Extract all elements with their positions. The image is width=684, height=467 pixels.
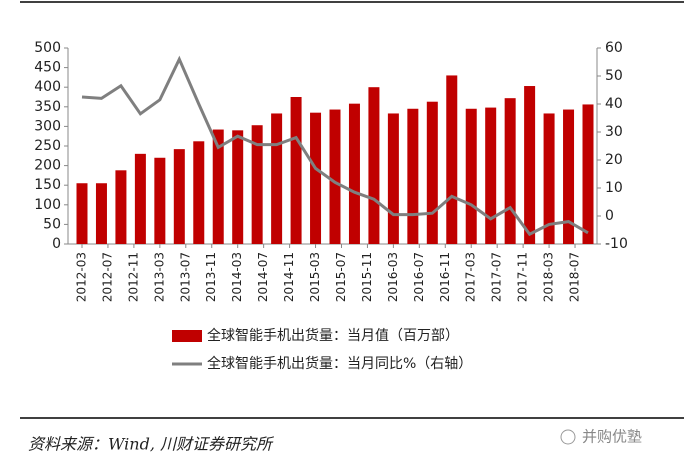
x-tick-label: 2016-03 (386, 252, 400, 302)
x-tick-label: 2017-03 (464, 252, 478, 302)
x-tick-label: 2012-07 (100, 252, 114, 302)
bar (115, 170, 127, 244)
bar (348, 103, 360, 244)
y-tick-label: 300 (34, 118, 61, 134)
x-tick-label: 2012-11 (126, 252, 140, 302)
source: 资料来源：Wind, 川财证券研究所 (28, 435, 275, 454)
x-tick-label: 2014-11 (282, 252, 296, 302)
bar (154, 157, 166, 244)
y-tick-label: 400 (34, 79, 61, 95)
x-tick-label: 2017-11 (516, 252, 530, 302)
bar (193, 141, 205, 244)
legend-swatch (172, 330, 202, 342)
y-tick-label: 450 (34, 60, 61, 76)
x-tick-label: 2015-07 (334, 252, 348, 302)
bar (543, 113, 555, 245)
bar (290, 97, 302, 244)
y2-tick-label: 20 (605, 152, 623, 168)
bar (563, 109, 575, 244)
legend-label: 全球智能手机出货量：当月同比%（右轴） (207, 355, 472, 372)
x-tick-label: 2013-07 (178, 252, 192, 302)
y2-tick-label: 0 (605, 208, 614, 224)
bar (310, 112, 322, 245)
x-tick-label: 2013-03 (152, 252, 166, 302)
x-tick-label: 2014-07 (256, 252, 270, 302)
x-tick-label: 2012-03 (75, 252, 89, 302)
x-tick-label: 2016-07 (412, 252, 426, 302)
y-tick-label: 150 (34, 177, 61, 193)
legend-label: 全球智能手机出货量：当月值（百万部） (207, 327, 459, 344)
bar (407, 108, 419, 244)
bar (271, 113, 283, 245)
bar (465, 108, 477, 244)
bar (232, 130, 244, 244)
x-tick-label: 2018-07 (568, 252, 582, 302)
y-tick-label: 50 (43, 216, 61, 232)
bar (212, 129, 224, 244)
y-tick-label: 200 (34, 158, 61, 174)
bar (582, 104, 594, 244)
y-tick-label: 0 (52, 236, 61, 252)
x-tick-label: 2016-11 (438, 252, 452, 302)
x-tick-label: 2015-03 (308, 252, 322, 302)
bar (485, 107, 497, 244)
y2-tick-label: 40 (605, 96, 623, 112)
y-tick-label: 100 (34, 197, 61, 213)
bar (95, 183, 107, 244)
bar (251, 125, 263, 244)
line (81, 55, 589, 237)
bar (524, 86, 536, 244)
y-tick-label: 500 (34, 40, 61, 56)
bar (173, 149, 185, 244)
x-tick-label: 2017-07 (490, 252, 504, 302)
bar (76, 183, 88, 244)
y2-tick-label: 60 (605, 40, 623, 56)
bar (426, 101, 438, 244)
x-tick-label: 2013-11 (204, 252, 218, 302)
bar (504, 98, 516, 245)
bar (329, 109, 341, 244)
y2-tick-label: 10 (605, 180, 623, 196)
bar (134, 153, 146, 244)
bar (446, 75, 458, 244)
y2-tick-label: 50 (605, 68, 623, 84)
watermark: 并购优塾 (582, 428, 642, 446)
bar (387, 113, 399, 245)
x-tick-label: 2018-03 (542, 252, 556, 302)
y-tick-label: 250 (34, 138, 61, 154)
y2-tick-label: -10 (605, 236, 628, 252)
x-tick-label: 2015-11 (360, 252, 374, 302)
bar (368, 87, 380, 244)
x-tick-label: 2014-03 (230, 252, 244, 302)
y-tick-label: 350 (34, 99, 61, 115)
watermark-icon (560, 429, 576, 445)
y2-tick-label: 30 (605, 124, 623, 140)
